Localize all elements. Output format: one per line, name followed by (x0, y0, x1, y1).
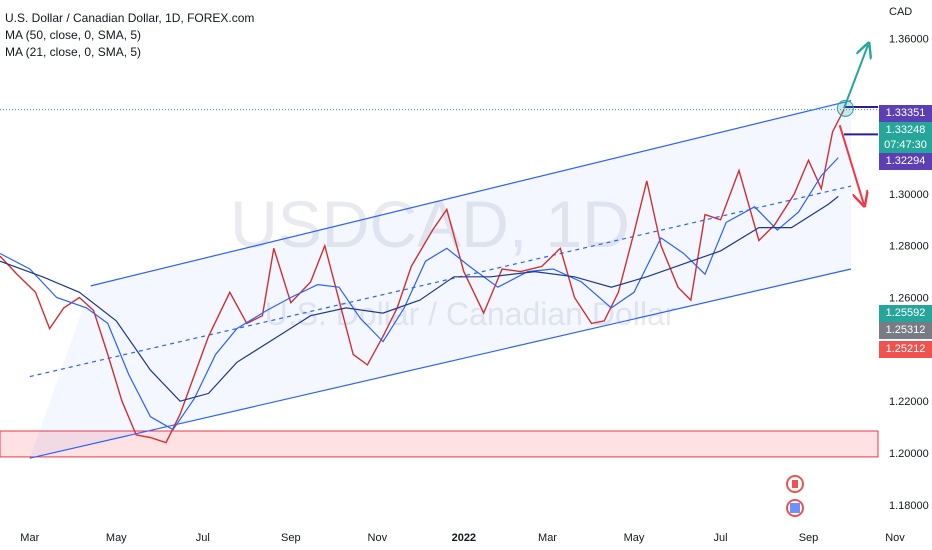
series-layer (0, 109, 845, 444)
up-arrow (843, 45, 868, 109)
x-tick-4: Nov (368, 532, 388, 544)
series-2 (0, 195, 839, 402)
x-tick-8: Jul (714, 532, 728, 544)
support-zone (0, 430, 879, 458)
price-badge-4: 1.25592 (879, 305, 932, 322)
canada-flag-mark (792, 480, 798, 488)
watermark-symbol: USDCAD, 1D (230, 187, 630, 261)
breakout-circle (836, 99, 854, 117)
price-badge-1: 1.33248 (879, 122, 932, 139)
ma-21-legend[interactable]: MA (21, close, 0, SMA, 5) (5, 45, 142, 59)
y-tick-5: 1.20000 (889, 448, 929, 460)
price-badge-2: 07:47:30 (879, 137, 932, 154)
x-tick-7: May (624, 532, 645, 544)
series-1 (0, 157, 839, 431)
down-arrow (838, 124, 864, 204)
x-axis: Mar May Jul Sep Nov 2022 Mar May Jul Sep Nov (20, 532, 905, 544)
y-tick-2: 1.28000 (889, 241, 929, 253)
y-tick-3: 1.26000 (889, 293, 929, 305)
channel-upper-line (90, 99, 852, 287)
price-badge-5: 1.25312 (879, 322, 932, 339)
annotations-layer (836, 45, 868, 204)
x-tick-3: Sep (281, 532, 301, 544)
chart-title: U.S. Dollar / Canadian Dollar, 1D, FOREX… (5, 11, 255, 25)
x-tick-1: May (106, 532, 127, 544)
y-tick-6: 1.18000 (889, 500, 929, 512)
usa-flag-mark (790, 503, 800, 513)
series-0 (0, 109, 845, 444)
y-tick-1: 1.30000 (889, 189, 929, 201)
ma-50-legend[interactable]: MA (50, close, 0, SMA, 5) (5, 28, 142, 42)
flag-icons (786, 475, 804, 517)
currency-label: CAD (889, 6, 913, 18)
channel-fill (29, 100, 852, 459)
x-tick-6: Mar (538, 532, 557, 544)
y-axis: 1.36000 1.30000 1.28000 1.26000 1.22000 1.200… (889, 33, 929, 512)
x-tick-9: Sep (799, 532, 819, 544)
x-tick-0: Mar (20, 532, 39, 544)
y-tick-0: 1.36000 (889, 33, 929, 45)
x-tick-5: 2022 (452, 532, 476, 544)
y-tick-4: 1.22000 (889, 396, 929, 408)
price-badge-3: 1.32294 (879, 153, 932, 170)
zones-layer (0, 100, 879, 459)
price-badge-6: 1.25212 (879, 341, 932, 358)
x-tick-10: Nov (885, 532, 905, 544)
price-badge-0: 1.33351 (879, 105, 932, 122)
x-tick-2: Jul (196, 532, 210, 544)
